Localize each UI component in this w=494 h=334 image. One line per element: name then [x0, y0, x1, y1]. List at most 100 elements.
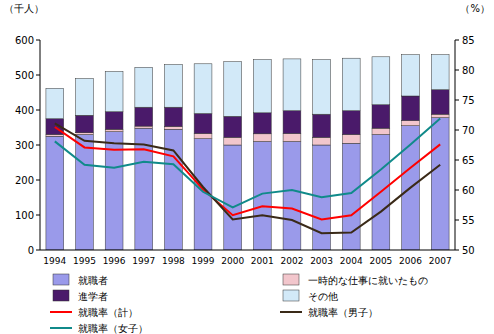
bar	[372, 128, 390, 134]
y2-tick-label: 55	[462, 215, 475, 226]
y-tick-label: 600	[15, 35, 34, 46]
bar	[402, 96, 420, 121]
y-tick	[36, 110, 40, 111]
bar	[402, 121, 420, 126]
y2-axis	[455, 40, 456, 250]
bar	[342, 143, 360, 250]
bar	[165, 107, 183, 126]
bar	[135, 126, 153, 128]
y2-tick-label: 80	[462, 65, 475, 76]
x-tick-label: 1999	[192, 256, 215, 266]
y2-tick-label: 65	[462, 155, 475, 166]
bar	[105, 72, 123, 112]
y2-tick-label: 50	[462, 245, 475, 256]
y2-tick	[455, 100, 459, 101]
chart: （千人）（%）010020030040050060050556065707580…	[0, 0, 494, 334]
bar	[76, 115, 94, 133]
y2-tick	[455, 70, 459, 71]
x-tick-label: 2002	[281, 256, 304, 266]
bar	[135, 107, 153, 126]
x-tick-label: 1995	[73, 256, 96, 266]
x-tick-label: 1996	[103, 256, 126, 266]
x-tick-label: 1994	[43, 256, 66, 266]
bar	[224, 145, 242, 250]
bar	[165, 65, 183, 108]
y2-tick	[455, 160, 459, 161]
legend-label: 進学者	[78, 291, 108, 302]
bar	[431, 55, 449, 90]
legend-swatch	[50, 327, 72, 329]
y-label: （千人）	[4, 3, 44, 14]
legend-label: 就職率（男子）	[308, 307, 378, 318]
bar	[46, 88, 64, 118]
bar	[372, 105, 390, 128]
bar	[165, 126, 183, 129]
bar	[402, 55, 420, 96]
bar	[313, 114, 331, 137]
line	[55, 127, 440, 219]
legend-label: その他	[308, 291, 338, 302]
bar	[253, 134, 271, 142]
x-tick-label: 2003	[310, 256, 333, 266]
y2-tick-label: 70	[462, 125, 475, 136]
bar	[372, 57, 390, 105]
bar	[76, 135, 94, 251]
bar	[253, 60, 271, 113]
legend-swatch	[283, 290, 299, 301]
x-tick-label: 2004	[340, 256, 363, 266]
y2-tick	[455, 190, 459, 191]
x-tick-label: 1997	[132, 256, 155, 266]
y-tick-label: 400	[15, 105, 34, 116]
bar	[431, 118, 449, 250]
x-tick-label: 2007	[429, 256, 452, 266]
legend-swatch	[50, 311, 72, 313]
bar	[283, 133, 301, 141]
bar	[194, 64, 212, 114]
bar	[224, 137, 242, 145]
y-tick	[36, 40, 40, 41]
legend-swatch	[53, 290, 69, 301]
bar	[253, 113, 271, 134]
y2-tick-label: 60	[462, 185, 475, 196]
y2-tick	[455, 130, 459, 131]
legend-label: 就職率（計）	[78, 307, 138, 318]
bar	[46, 136, 64, 250]
x-tick-label: 2006	[399, 256, 422, 266]
bar	[342, 111, 360, 135]
y-tick-label: 100	[15, 210, 34, 221]
bar	[194, 133, 212, 138]
bar	[194, 114, 212, 134]
x-tick-label: 2000	[221, 256, 244, 266]
bar	[76, 133, 94, 135]
bar	[431, 114, 449, 118]
bar	[224, 116, 242, 137]
y2-tick-label: 85	[462, 35, 475, 46]
x-tick-label: 2005	[369, 256, 392, 266]
legend-label: 就職者	[78, 275, 108, 286]
legend-label: 一時的な仕事に就いたもの	[308, 275, 428, 286]
y-tick-label: 300	[15, 140, 34, 151]
bar	[105, 129, 123, 131]
y2-tick-label: 75	[462, 95, 475, 106]
bar	[313, 137, 331, 145]
bar	[283, 142, 301, 251]
bar	[46, 135, 64, 137]
legend-swatch	[283, 274, 299, 285]
y-tick-label: 500	[15, 70, 34, 81]
bar	[283, 111, 301, 134]
y2-tick	[455, 40, 459, 41]
line	[55, 123, 440, 233]
line	[55, 119, 440, 208]
bar	[165, 129, 183, 250]
y-tick-label: 200	[15, 175, 34, 186]
plot	[46, 55, 449, 250]
legend-swatch	[280, 311, 302, 313]
bar	[342, 135, 360, 144]
legend-label: 就職率（女子）	[78, 323, 148, 334]
y2-tick	[455, 250, 459, 251]
bar	[135, 67, 153, 107]
bar	[76, 79, 94, 116]
bar	[431, 90, 449, 115]
y-tick	[36, 75, 40, 76]
y-tick	[36, 250, 40, 251]
